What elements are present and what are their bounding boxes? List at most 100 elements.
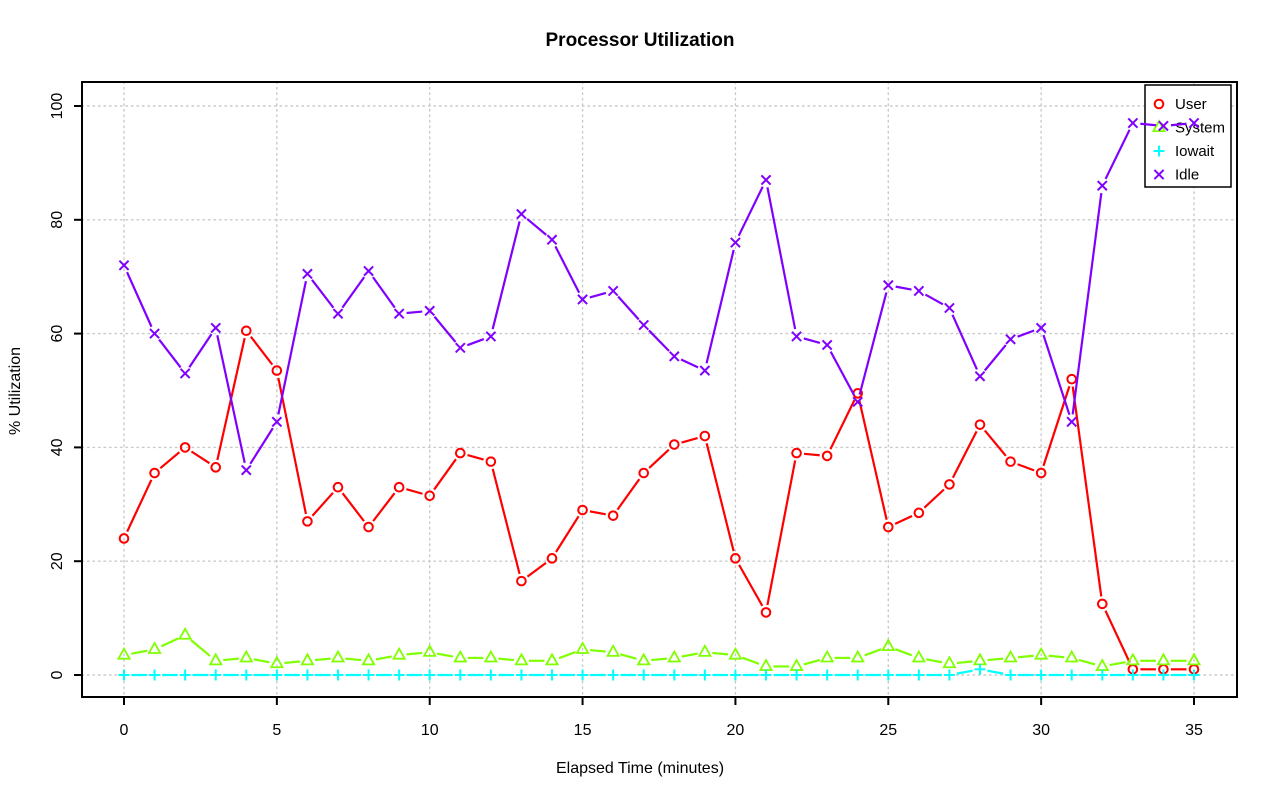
- x-axis-label: Elapsed Time (minutes): [555, 760, 725, 777]
- x-marker: [485, 331, 497, 342]
- legend-label-user: User: [1175, 96, 1207, 113]
- triangle-marker: [636, 652, 651, 666]
- x-marker: [760, 174, 772, 186]
- y-tick-label: 60: [49, 325, 66, 343]
- triangle-marker: [300, 652, 315, 666]
- legend-label-idle: Idle: [1175, 167, 1199, 184]
- x-tick-label: 20: [727, 722, 745, 739]
- circle-marker: [1005, 456, 1016, 467]
- circle-marker: [149, 467, 160, 479]
- plus-marker: [943, 669, 955, 681]
- x-tick-label: 5: [272, 722, 281, 739]
- circle-marker: [363, 521, 374, 533]
- x-marker: [271, 416, 283, 428]
- triangle-marker: [606, 643, 621, 657]
- x-marker: [179, 368, 191, 379]
- plus-marker: [1096, 669, 1108, 681]
- triangle-marker: [269, 655, 284, 669]
- series-user: [118, 325, 1200, 675]
- plus-marker: [1127, 669, 1139, 681]
- series-iowait: [118, 663, 1200, 681]
- x-tick-label: 15: [574, 722, 592, 739]
- x-marker: [1158, 120, 1169, 132]
- x-marker: [240, 464, 252, 476]
- x-marker: [1066, 416, 1078, 428]
- triangle-marker: [881, 638, 896, 652]
- circle-marker: [332, 481, 344, 493]
- plus-marker: [424, 669, 436, 681]
- triangle-marker: [1125, 652, 1140, 666]
- axes: 0 5 10 15 20 25 30 35 0 20 40 60 80 100: [49, 81, 1238, 739]
- x-marker: [1188, 117, 1200, 129]
- plus-marker: [332, 669, 344, 681]
- circle-marker: [424, 490, 436, 502]
- x-marker: [852, 396, 864, 408]
- x-marker: [730, 237, 741, 248]
- triangle-marker: [942, 655, 957, 669]
- plus-marker: [1066, 669, 1078, 681]
- plus-marker: [149, 669, 161, 681]
- plus-marker: [1188, 669, 1200, 681]
- plus-marker: [210, 669, 222, 681]
- legend-label-iowait: Iowait: [1175, 143, 1215, 160]
- triangle-marker: [361, 652, 376, 666]
- circle-marker: [302, 516, 313, 527]
- triangle-marker: [544, 652, 560, 666]
- plus-marker: [271, 669, 283, 681]
- series-idle: [118, 117, 1200, 476]
- plus-marker: [393, 669, 405, 681]
- x-marker: [577, 294, 588, 305]
- plus-marker: [607, 669, 619, 681]
- circle-marker: [1153, 98, 1165, 110]
- triangle-marker: [1156, 652, 1171, 666]
- circle-marker: [638, 467, 650, 479]
- circle-marker: [271, 365, 283, 376]
- triangle-marker: [392, 646, 407, 660]
- x-marker: [944, 302, 955, 314]
- x-marker: [791, 331, 802, 342]
- circle-marker: [516, 575, 527, 587]
- circle-marker: [210, 462, 222, 473]
- plus-marker: [882, 669, 894, 681]
- circle-marker: [944, 479, 955, 490]
- triangle-marker: [1151, 119, 1167, 132]
- circle-marker: [118, 533, 130, 544]
- circle-marker: [1066, 373, 1078, 385]
- triangle-marker: [1095, 658, 1110, 671]
- triangle-marker: [789, 658, 804, 671]
- triangle-marker: [483, 649, 498, 663]
- triangle-marker: [575, 641, 590, 654]
- circle-marker: [546, 553, 558, 564]
- x-marker: [821, 339, 833, 351]
- x-marker: [516, 208, 527, 220]
- plus-marker: [913, 669, 925, 681]
- y-tick-label: 80: [49, 211, 66, 229]
- triangle-marker: [147, 641, 162, 654]
- x-marker: [1127, 117, 1139, 129]
- triangle-marker: [239, 649, 254, 663]
- x-marker: [210, 322, 222, 334]
- circle-marker: [974, 419, 986, 430]
- plus-marker: [515, 669, 527, 681]
- circle-marker: [454, 447, 466, 459]
- gridlines: [81, 81, 1238, 698]
- triangle-marker: [1003, 649, 1018, 663]
- x-marker: [638, 319, 650, 331]
- x-marker: [302, 268, 313, 280]
- x-tick-label: 35: [1185, 722, 1203, 739]
- plus-marker: [363, 669, 375, 681]
- circle-marker: [699, 430, 711, 442]
- plus-marker: [1005, 669, 1017, 681]
- triangle-marker: [911, 649, 926, 663]
- triangle-marker: [728, 646, 743, 660]
- x-marker: [363, 265, 374, 277]
- plus-marker: [852, 669, 864, 681]
- x-marker: [607, 285, 619, 297]
- x-marker: [699, 365, 711, 376]
- x-marker: [454, 342, 466, 354]
- circle-marker: [607, 510, 619, 521]
- circle-marker: [791, 447, 802, 459]
- circle-marker: [1096, 598, 1108, 610]
